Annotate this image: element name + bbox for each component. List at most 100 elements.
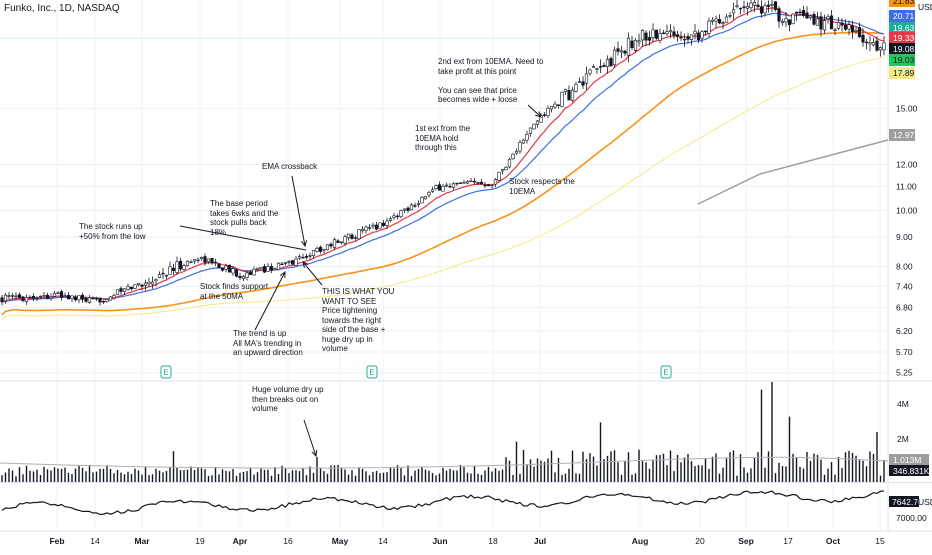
- annotation-runs-up: The stock runs up +50% from the low: [79, 222, 146, 241]
- candle: [801, 5, 806, 18]
- candle-body: [98, 297, 102, 303]
- candle-body: [80, 294, 85, 300]
- candle: [161, 267, 165, 280]
- candle: [280, 261, 284, 266]
- candle-body: [654, 29, 659, 39]
- volume-tag-1[interactable]: 346.831K: [889, 465, 930, 476]
- candle: [696, 29, 701, 43]
- earnings-label: E: [163, 368, 168, 377]
- candle-body: [150, 281, 155, 285]
- candle-body: [868, 42, 872, 45]
- candle: [539, 113, 543, 123]
- candle: [10, 293, 15, 299]
- candle: [542, 112, 547, 118]
- candle-body: [630, 40, 634, 48]
- symbol-header[interactable]: Funko, Inc., 1D, NASDAQ: [4, 3, 120, 14]
- candle: [441, 183, 445, 192]
- candle-body: [238, 276, 242, 279]
- earnings-marker-1[interactable]: E: [366, 365, 378, 379]
- candle: [570, 86, 575, 103]
- candle-body: [609, 58, 613, 67]
- candle: [3, 293, 8, 304]
- candle-body: [283, 261, 288, 264]
- candle: [63, 292, 67, 297]
- candle: [784, 11, 788, 27]
- price-tag-5[interactable]: 19.03: [889, 54, 915, 66]
- price-axis-tick-6: 7.40: [896, 281, 913, 291]
- oscillator-tag-0[interactable]: 7642.70USD: [889, 496, 932, 507]
- price-tag-label: 19.08: [893, 44, 915, 54]
- candle: [672, 26, 676, 39]
- time-axis-label-16: 15: [875, 536, 885, 546]
- candle: [469, 177, 473, 183]
- price-tag-4[interactable]: 19.08: [889, 43, 915, 55]
- price-tag-bg: [889, 54, 915, 66]
- candle-body: [367, 227, 372, 229]
- price-tag-3[interactable]: 19.33: [889, 32, 915, 44]
- candle-body: [871, 42, 876, 46]
- earnings-marker-0[interactable]: E: [160, 365, 172, 379]
- candle: [490, 184, 494, 189]
- candle: [591, 64, 596, 68]
- candle: [178, 257, 183, 272]
- time-axis-label-8: Jun: [432, 536, 447, 546]
- candle: [728, 12, 732, 19]
- candle: [311, 250, 316, 259]
- candle-body: [595, 67, 599, 70]
- candle: [658, 28, 662, 44]
- time-axis-label-5: 16: [283, 536, 293, 546]
- candle: [357, 229, 361, 240]
- candle-body: [763, 5, 767, 14]
- candle: [45, 292, 50, 300]
- candle: [392, 212, 396, 220]
- candle: [234, 268, 239, 278]
- price-tag-1[interactable]: 20.71: [889, 10, 915, 22]
- candle: [31, 293, 36, 302]
- candle-body: [815, 18, 820, 26]
- price-tag-0[interactable]: 21.83: [889, 0, 915, 7]
- candle-body: [311, 250, 316, 256]
- price-tag-bg: [889, 67, 915, 79]
- candle-body: [108, 296, 113, 301]
- price-tag-2[interactable]: 19.63: [889, 22, 915, 34]
- candle: [294, 256, 298, 267]
- candle: [360, 226, 365, 234]
- candle-body: [724, 16, 729, 23]
- candle: [472, 178, 477, 185]
- volume-tag-bg: [889, 454, 929, 465]
- candle: [595, 67, 599, 74]
- candle-body: [546, 108, 550, 117]
- candle: [14, 292, 18, 300]
- candle-body: [703, 30, 708, 33]
- candle-body: [220, 267, 225, 271]
- arrow-trend-up: [254, 271, 286, 331]
- candle-body: [591, 66, 596, 68]
- candle: [98, 297, 102, 306]
- time-axis-label-9: 18: [488, 536, 498, 546]
- price-tag-7[interactable]: 12.97: [889, 129, 915, 141]
- candle: [759, 0, 764, 18]
- candle: [0, 294, 4, 306]
- candle: [689, 34, 694, 46]
- candle: [255, 267, 260, 271]
- candle: [56, 291, 60, 295]
- earnings-marker-2[interactable]: E: [660, 365, 672, 379]
- earnings-label: E: [663, 368, 668, 377]
- candle-body: [836, 21, 841, 29]
- candle-body: [112, 295, 116, 299]
- candle: [616, 41, 620, 56]
- candle: [787, 19, 792, 32]
- price-tag-6[interactable]: 17.89: [889, 67, 915, 79]
- candle-body: [252, 268, 256, 276]
- volume-tag-0[interactable]: 1.013M: [889, 454, 929, 465]
- candle: [94, 296, 99, 301]
- candle-body: [84, 297, 88, 302]
- price-tag-label: 19.03: [893, 55, 915, 65]
- price-axis-tick-1: 12.00: [896, 160, 918, 170]
- candle-body: [826, 16, 830, 20]
- candle: [262, 264, 267, 273]
- ema-line-21: [1, 12, 885, 303]
- candle-body: [402, 208, 407, 211]
- candle-body: [731, 9, 736, 14]
